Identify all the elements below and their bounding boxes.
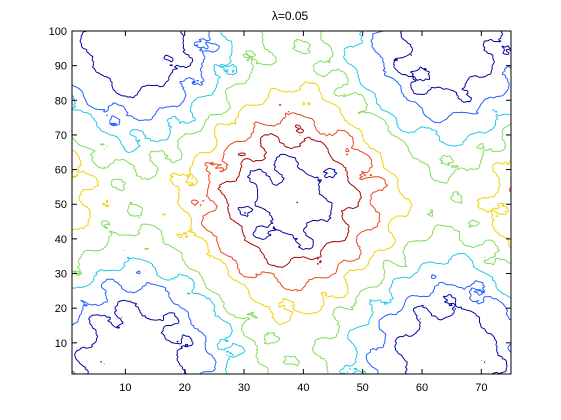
x-tick-label: 40 — [297, 382, 309, 394]
x-tick-label: 10 — [119, 382, 131, 394]
x-tick-label: 60 — [416, 382, 428, 394]
y-tick-label: 100 — [49, 26, 67, 38]
x-tick-label: 50 — [357, 382, 369, 394]
y-tick-label: 50 — [55, 199, 67, 211]
contour-level-line — [71, 30, 512, 375]
y-tick-label: 10 — [55, 338, 67, 350]
plot-area-frame — [71, 30, 512, 375]
x-tick-label: 70 — [475, 382, 487, 394]
x-tick-label: 20 — [179, 382, 191, 394]
x-axis-ticks: 10 20 30 40 50 60 70 — [119, 31, 487, 394]
y-tick-label: 90 — [55, 61, 67, 73]
y-tick-label: 30 — [55, 269, 67, 281]
y-axis-ticks: 10 20 30 40 50 60 70 80 90 100 — [49, 26, 511, 350]
contour-level-line — [237, 153, 338, 251]
contour-level-line — [71, 30, 512, 375]
contour-level-line — [191, 103, 512, 293]
chart-title: λ=0.05 — [272, 9, 309, 23]
y-tick-label: 20 — [55, 303, 67, 315]
contour-level-line — [74, 30, 512, 375]
contour-level-line — [217, 124, 362, 269]
y-tick-label: 80 — [55, 95, 67, 107]
contour-level-line — [71, 81, 512, 326]
y-tick-label: 60 — [55, 165, 67, 177]
contour-level-line — [71, 30, 512, 375]
y-tick-label: 40 — [55, 234, 67, 246]
contour-lines — [71, 30, 512, 375]
y-tick-label: 70 — [55, 130, 67, 142]
x-tick-label: 30 — [238, 382, 250, 394]
